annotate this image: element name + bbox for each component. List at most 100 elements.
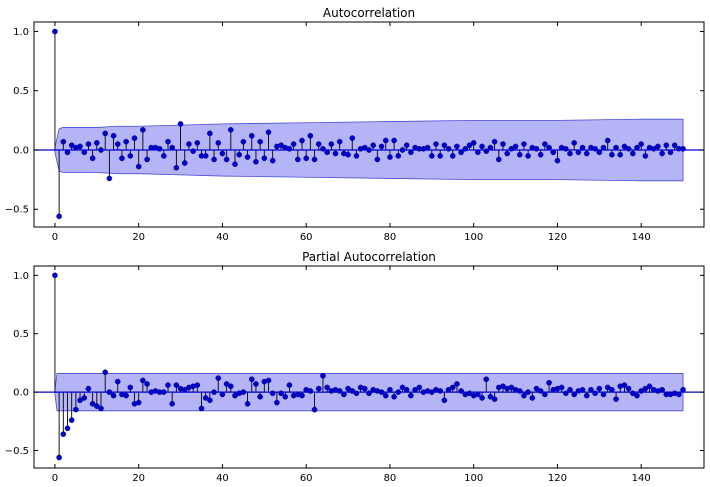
pacf-point [537,388,544,394]
acf-point [659,150,665,157]
pacf-point [269,390,276,397]
acf-point [349,135,356,141]
pacf-point [583,392,590,399]
acf-point [144,156,150,163]
acf-point [592,145,598,152]
acf-point [265,129,272,136]
pacf-point [102,369,108,376]
acf-point [127,153,134,159]
acf-point [512,143,519,150]
pacf-point [441,397,448,404]
acf-point [181,160,188,166]
acf-point [307,132,314,139]
pacf-point [98,405,104,412]
pacf-point [81,395,88,401]
acf-point [315,141,322,147]
pacf-point [646,383,653,390]
pacf-point [621,382,628,388]
pacf-point [123,392,129,399]
acf-point [77,143,83,150]
acf-point [269,157,276,164]
acf-point [85,141,92,147]
acf-point [236,151,242,158]
acf-point [583,150,590,157]
pacf-point [215,375,222,381]
pacf-x-tick-label: 80 [384,473,397,484]
pacf-point [479,395,485,401]
pacf-point [491,396,498,402]
acf-point [554,157,561,164]
acf-point [223,156,230,163]
pacf-point [52,272,58,279]
acf-point [140,127,146,133]
pacf-point [278,390,284,397]
acf-point [454,143,460,150]
pacf-point [265,377,272,384]
pacf-point [94,403,100,409]
acf-point [353,153,360,159]
pacf-point [60,431,67,437]
acf-point [504,150,510,157]
pacf-point [483,376,490,383]
pacf-point [529,395,536,401]
acf-point [479,143,485,150]
acf-x-tick-label: 120 [548,232,567,243]
acf-point [567,150,573,157]
pacf-x-tick-label: 20 [132,473,145,484]
pacf-point [604,384,611,391]
acf-point [257,138,263,145]
pacf-point [508,384,515,391]
acf-point [345,151,351,158]
acf-x-tick-label: 20 [132,232,145,243]
acf-point [563,145,569,152]
acf-point [516,151,523,158]
acf-point [521,141,527,147]
acf-point [173,164,180,171]
pacf-point [320,372,326,379]
pacf-point [232,392,238,399]
pacf-point [437,388,443,394]
acf-point [135,163,142,170]
acf-point [278,142,284,149]
pacf-point [77,397,83,404]
pacf-point [311,406,318,413]
acf-point [102,130,108,137]
acf-point [332,150,339,157]
pacf-point [399,384,406,391]
pacf-point [487,393,494,400]
pacf-point [299,392,305,399]
pacf-point [198,405,205,412]
pacf-point [613,396,619,402]
pacf-point [223,381,230,387]
pacf-point [228,383,234,390]
acf-point [261,155,268,162]
pacf-axes-frame [33,265,705,469]
acf-point [202,153,209,159]
acf-point [571,140,577,146]
acf-point [374,156,381,163]
acf-point [110,132,117,139]
acf-point [123,138,129,145]
pacf-point [336,388,343,394]
acf-x-tick-label: 100 [464,232,483,243]
acf-y-tick-label: −0.5 [5,205,29,216]
acf-point [253,159,259,165]
pacf-point [127,384,134,391]
pacf-point [315,385,322,392]
acf-y-tick-label: 1.0 [13,27,29,38]
pacf-point [521,392,527,399]
pacf-point [274,399,280,406]
pacf-point [286,382,293,388]
pacf-point [345,385,351,392]
acf-point [638,141,644,147]
acf-point [248,132,255,139]
acf-point [609,151,615,158]
pacf-x-tick-label: 100 [464,473,483,484]
pacf-point [408,392,414,399]
autocorrelation-panel: Autocorrelation 0 20 40 60 80 100 120 140 1.0 0.5… [5,6,705,243]
acf-point [449,153,456,159]
acf-point [328,141,335,147]
pacf-point [110,392,117,399]
acf-point [470,140,477,146]
acf-point [320,145,326,152]
